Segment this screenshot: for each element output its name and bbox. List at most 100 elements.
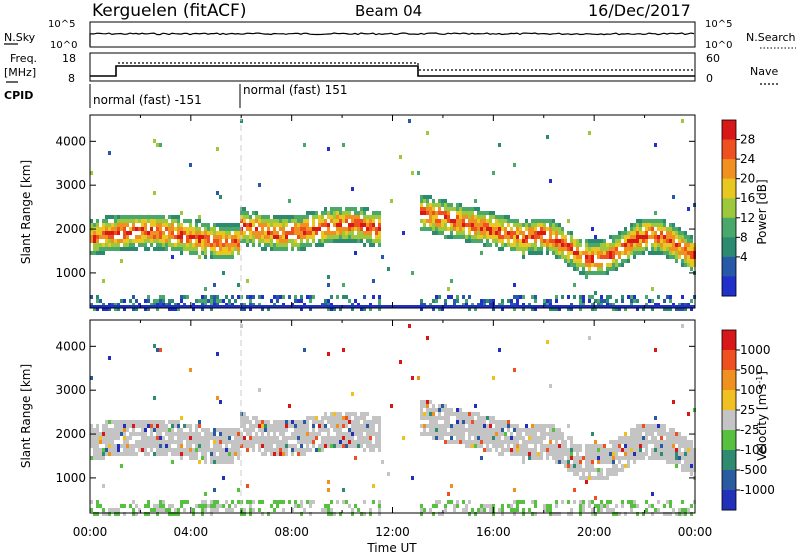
- power-cell: [363, 243, 366, 247]
- power-cell: [435, 227, 438, 231]
- power-cell: [144, 215, 147, 219]
- power-cell: [159, 223, 162, 227]
- power-cell: [180, 299, 183, 303]
- power-cell: [135, 247, 138, 251]
- velocity-cell: [426, 412, 429, 416]
- velocity-cell: [120, 420, 123, 424]
- velocity-cell: [684, 460, 687, 464]
- power-cell: [276, 223, 279, 227]
- velocity-cell: [255, 432, 258, 436]
- velocity-cell: [510, 448, 513, 452]
- power-cell: [306, 211, 309, 215]
- power-cell: [330, 231, 333, 235]
- velocity-cell: [363, 420, 366, 424]
- power-cell: [663, 307, 666, 311]
- power-cell: [312, 235, 315, 239]
- velocity-cell: [102, 448, 105, 452]
- velocity-cell: [525, 424, 528, 428]
- power-cell: [210, 251, 213, 255]
- velocity-cell: [558, 428, 561, 432]
- power-cell: [177, 231, 180, 235]
- power-cell: [555, 231, 558, 235]
- velocity-cell: [567, 452, 570, 456]
- velocity-cell: [423, 424, 426, 428]
- velocity-cell: [681, 444, 684, 448]
- velocity-cell: [675, 432, 678, 436]
- power-cell: [540, 247, 543, 251]
- power-cell: [597, 247, 600, 251]
- velocity-cell: [588, 468, 591, 472]
- power-cell: [342, 215, 345, 219]
- power-cell: [357, 223, 360, 227]
- power-cell: [138, 215, 141, 219]
- velocity-cell: [162, 436, 165, 440]
- power-cell: [666, 227, 669, 231]
- y-tick-label: 2000: [55, 427, 86, 441]
- power-cell: [186, 247, 189, 251]
- velocity-cell: [360, 440, 363, 444]
- power-cell: [654, 143, 657, 147]
- velocity-cell: [555, 428, 558, 432]
- power-cell: [633, 251, 636, 255]
- power-cell: [672, 251, 675, 255]
- velocity-cell: [351, 444, 354, 448]
- velocity-cell: [528, 456, 531, 460]
- velocity-cell: [177, 448, 180, 452]
- velocity-cell: [150, 432, 153, 436]
- velocity-cell: [651, 432, 654, 436]
- velocity-cell: [429, 416, 432, 420]
- power-cell: [237, 283, 240, 287]
- power-cell: [672, 235, 675, 239]
- velocity-cell: [96, 432, 99, 436]
- power-cell: [618, 243, 621, 247]
- velocity-cell: [462, 420, 465, 424]
- power-cell: [333, 215, 336, 219]
- velocity-cell: [603, 448, 606, 452]
- velocity-cell: [246, 428, 249, 432]
- velocity-cell: [690, 512, 693, 516]
- power-cell: [159, 143, 162, 147]
- power-cell: [375, 235, 378, 239]
- velocity-cell: [354, 424, 357, 428]
- velocity-cell: [330, 416, 333, 420]
- power-cell: [192, 231, 195, 235]
- velocity-cell: [216, 504, 219, 508]
- velocity-cell: [162, 424, 165, 428]
- velocity-cell: [231, 500, 234, 504]
- velocity-cell: [561, 456, 564, 460]
- velocity-cell: [279, 448, 282, 452]
- velocity-cell: [114, 444, 117, 448]
- velocity-cell: [501, 420, 504, 424]
- velocity-cell: [462, 412, 465, 416]
- power-cell: [90, 251, 93, 255]
- velocity-cell: [582, 468, 585, 472]
- velocity-cell: [171, 504, 174, 508]
- velocity-cell: [105, 444, 108, 448]
- power-cell: [114, 227, 117, 231]
- power-cell: [480, 239, 483, 243]
- power-cell: [477, 223, 480, 227]
- velocity-cell: [228, 508, 231, 512]
- power-cell: [246, 295, 249, 299]
- power-cell: [363, 215, 366, 219]
- power-cell: [153, 191, 156, 195]
- power-cell: [651, 287, 654, 291]
- power-cell: [324, 299, 327, 303]
- velocity-cell: [444, 428, 447, 432]
- velocity-cell: [408, 324, 411, 328]
- power-cell: [615, 263, 618, 267]
- power-cell: [351, 227, 354, 231]
- power-cell: [567, 259, 570, 263]
- power-cell: [216, 255, 219, 259]
- power-cell: [579, 251, 582, 255]
- velocity-cell: [645, 424, 648, 428]
- velocity-cell: [192, 512, 195, 516]
- power-cell: [243, 231, 246, 235]
- velocity-cell: [549, 508, 552, 512]
- velocity-cell: [192, 436, 195, 440]
- velocity-cell: [372, 500, 375, 504]
- velocity-cell: [435, 424, 438, 428]
- power-cell: [567, 307, 570, 311]
- power-cell: [630, 227, 633, 231]
- velocity-cell: [378, 512, 381, 516]
